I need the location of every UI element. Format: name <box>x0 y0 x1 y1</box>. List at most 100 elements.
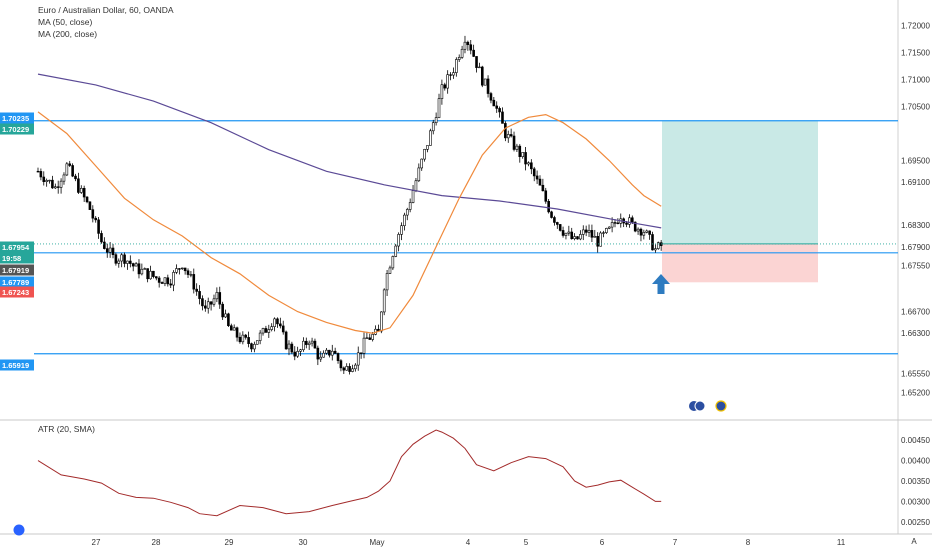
candlestick-series <box>36 35 663 375</box>
candle-body <box>354 364 357 370</box>
atr-tick-label: 0.00450 <box>901 436 930 445</box>
price-tag-label: 1.67789 <box>2 278 29 287</box>
economic-events[interactable] <box>689 400 727 412</box>
atr-legend[interactable]: ATR (20, SMA) <box>38 424 95 434</box>
candle-body <box>65 163 69 176</box>
time-tick-label: 4 <box>466 538 471 547</box>
candle-body <box>59 180 63 188</box>
ma50-legend[interactable]: MA (50, close) <box>38 17 92 27</box>
candle-body <box>253 343 256 350</box>
time-axis[interactable]: 27 28 29 30 May 4 5 6 7 8 11 <box>92 538 846 547</box>
candle-body <box>316 347 320 360</box>
candle-body <box>71 165 74 177</box>
candle-body <box>636 228 640 232</box>
candle-body <box>79 187 83 193</box>
candle-body <box>596 235 599 247</box>
candle-body <box>348 366 351 372</box>
candle-body <box>532 168 536 177</box>
candle-body <box>330 350 334 356</box>
price-scale[interactable]: 1.65200 1.65550 1.66300 1.66700 1.67550 1.679… <box>901 21 930 397</box>
candle-body <box>434 117 438 124</box>
candle-body <box>183 267 187 272</box>
candle-body <box>463 41 467 50</box>
candle-body <box>423 149 426 160</box>
candle-body <box>160 282 164 284</box>
symbol-title[interactable]: Euro / Australian Dollar, 60, OANDA <box>38 5 174 15</box>
candle-body <box>414 180 418 191</box>
candle-body <box>391 256 395 269</box>
candle-body <box>362 337 366 354</box>
candle-body <box>512 135 516 150</box>
candle-body <box>103 241 106 249</box>
price-tag-label: 1.70229 <box>2 125 29 134</box>
candle-body <box>452 72 455 76</box>
candle-body <box>555 222 559 225</box>
candle-body <box>449 74 452 76</box>
candle-body <box>530 162 533 170</box>
candle-body <box>137 263 141 275</box>
candle-body <box>628 217 631 225</box>
candle-body <box>48 179 51 182</box>
price-tag-label: 1.67919 <box>2 266 29 275</box>
profit-zone[interactable] <box>662 121 818 244</box>
candle-body <box>480 66 484 86</box>
candle-body <box>293 351 297 357</box>
candle-body <box>544 190 548 202</box>
auto-scale-button[interactable]: A <box>911 537 917 546</box>
time-tick-label: 11 <box>837 538 846 547</box>
candle-body <box>264 328 268 333</box>
candle-body <box>558 224 562 231</box>
candle-body <box>504 123 507 139</box>
candle-body <box>189 274 193 276</box>
candle-body <box>255 340 259 345</box>
eu-flag-icon[interactable] <box>715 400 727 412</box>
candle-body <box>478 66 481 69</box>
candle-body <box>587 230 591 233</box>
candle-body <box>550 211 553 218</box>
candle-body <box>204 305 207 309</box>
long-position-tool[interactable] <box>662 121 818 283</box>
time-tick-label: May <box>369 538 384 547</box>
loss-zone[interactable] <box>662 243 818 283</box>
candle-body <box>359 352 363 354</box>
candle-body <box>215 292 219 300</box>
candle-body <box>117 260 121 264</box>
atr-scale[interactable]: 0.00250 0.00300 0.00350 0.00400 0.00450 <box>901 436 930 527</box>
candle-body <box>279 323 282 327</box>
candle-body <box>553 217 556 223</box>
candle-body <box>235 327 239 338</box>
legend: Euro / Australian Dollar, 60, OANDA MA (… <box>38 5 174 434</box>
candle-body <box>411 190 415 203</box>
candle-body <box>631 217 634 223</box>
au-flag-icon-2[interactable] <box>694 400 706 412</box>
candle-body <box>195 288 198 292</box>
candle-body <box>180 267 184 270</box>
candle-body <box>625 222 628 225</box>
candle-body <box>345 366 348 371</box>
candle-body <box>88 201 92 210</box>
candle-body <box>547 201 550 213</box>
candle-body <box>602 232 605 234</box>
price-tick-label: 1.68300 <box>901 221 930 230</box>
up-arrow-icon[interactable] <box>652 274 670 294</box>
candle-body <box>152 270 155 277</box>
time-tick-label: 30 <box>299 538 308 547</box>
candle-body <box>431 122 435 132</box>
atr-tick-label: 0.00350 <box>901 477 930 486</box>
candle-body <box>229 325 233 331</box>
candle-body <box>365 337 369 339</box>
candle-body <box>328 349 331 356</box>
candle-body <box>276 318 279 325</box>
candle-body <box>440 84 444 99</box>
candle-body <box>576 236 579 240</box>
candle-body <box>639 228 643 236</box>
candle-body <box>527 162 530 165</box>
horizontal-lines[interactable] <box>34 120 898 355</box>
candle-body <box>581 229 585 235</box>
ma200-legend[interactable]: MA (200, close) <box>38 29 97 39</box>
time-tick-label: 8 <box>746 538 751 547</box>
candle-body <box>342 367 346 371</box>
candle-body <box>408 202 412 210</box>
time-tick-label: 7 <box>673 538 678 547</box>
